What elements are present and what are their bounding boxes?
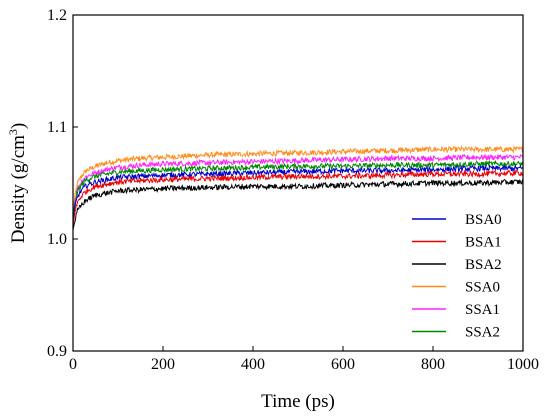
legend-label-bsa2: BSA2 [465, 257, 502, 273]
y-axis-title-main: Density (g/cm [8, 135, 29, 243]
plot-frame [72, 14, 524, 352]
y-tick-label: 1.1 [47, 119, 67, 136]
x-tick-label: 200 [151, 356, 175, 373]
series-line-bsa0 [72, 164, 524, 223]
series-line-ssa2 [72, 159, 524, 217]
y-axis-title-superscript: 3 [6, 129, 20, 135]
y-tick-label: 1.2 [47, 7, 67, 24]
series-line-ssa0 [72, 144, 524, 212]
x-axis-title: Time (ps) [261, 391, 335, 412]
y-tick-label: 1.0 [47, 231, 67, 248]
legend: BSA0 BSA1 BSA2 SSA0 SSA1 SSA2 [412, 212, 502, 341]
legend-label-bsa1: BSA1 [465, 235, 502, 251]
x-tick-label: 1000 [507, 356, 539, 373]
legend-label-ssa1: SSA1 [465, 302, 500, 318]
y-axis-title-close: ) [8, 123, 29, 129]
legend-label-bsa0: BSA0 [465, 212, 502, 228]
series-line-bsa2 [72, 178, 524, 231]
legend-label-ssa2: SSA2 [465, 325, 500, 341]
x-tick-label: 400 [241, 356, 265, 373]
series-line-ssa1 [72, 153, 524, 215]
y-ticks: 0.9 1.0 1.1 1.2 [47, 7, 78, 360]
x-ticks: 0 200 400 600 800 1000 [69, 346, 539, 373]
series-line-bsa1 [72, 169, 524, 226]
x-tick-label: 0 [69, 356, 77, 373]
x-tick-label: 600 [331, 356, 355, 373]
y-tick-label: 0.9 [47, 343, 67, 360]
y-axis-title: Density (g/cm3) [6, 123, 29, 244]
x-tick-label: 800 [421, 356, 445, 373]
legend-label-ssa0: SSA0 [465, 280, 500, 296]
series-layer [72, 144, 524, 231]
